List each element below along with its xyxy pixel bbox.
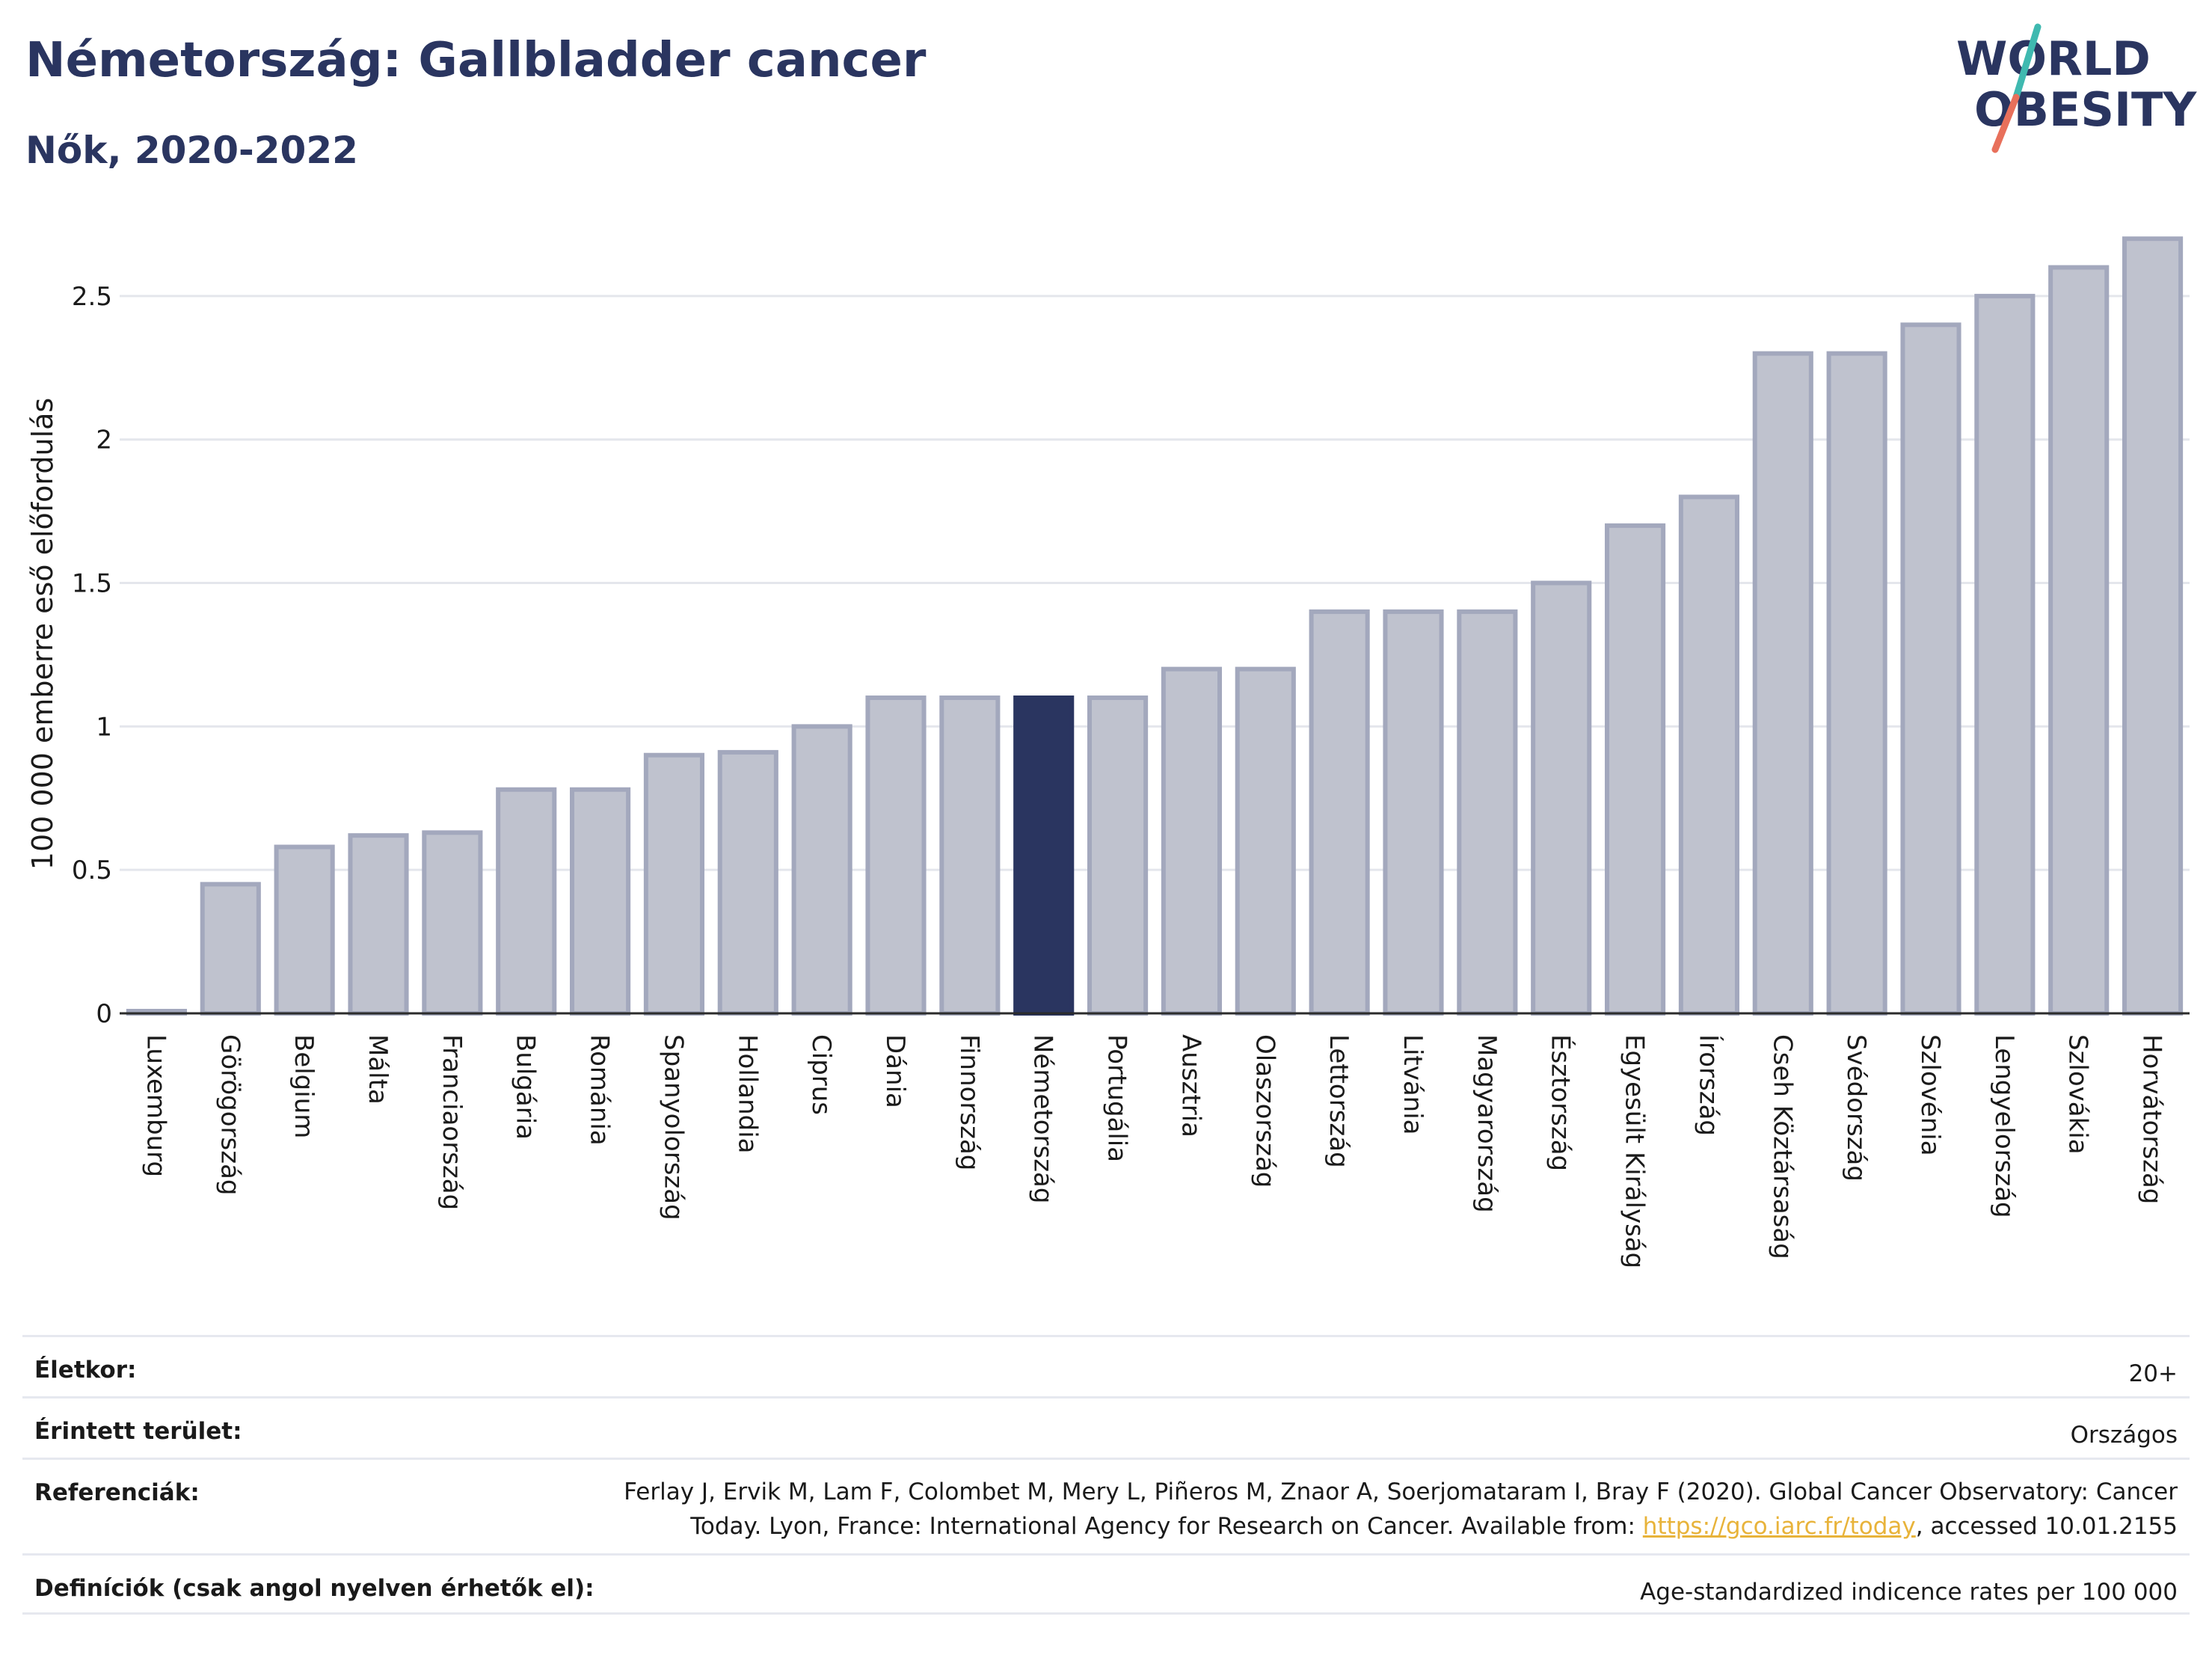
bar [1900,322,1961,1016]
info-row-references: Referenciák: Ferlay J, Ervik M, Lam F, C… [22,1458,2190,1553]
bar [1826,351,1887,1016]
y-axis-ticks: 0 0.5 1 1.5 2 2.5 [72,282,112,1029]
bar [1309,609,1370,1016]
bar [643,752,704,1016]
x-tick-label: Luxemburg [141,1034,170,1177]
bar [717,749,778,1016]
info-row-age: Életkor: 20+ [22,1335,2190,1396]
area-value: Országos [2070,1422,2178,1449]
references-value: Ferlay J, Ervik M, Lam F, Colombet M, Me… [622,1475,2178,1544]
x-axis-labels: Luxemburg Görögország Belgium Málta Franciao… [141,1034,2166,1268]
x-tick-label: Bulgária [511,1034,541,1140]
bar [865,696,927,1016]
logo-slash-teal [2012,23,2042,101]
bar [2048,265,2110,1016]
x-tick-label: Portugália [1102,1034,1132,1162]
y-tick-label: 0.5 [72,856,112,885]
bar [422,830,483,1016]
y-tick-label: 2.5 [72,282,112,312]
bar [1605,523,1666,1016]
x-tick-label: Cseh Köztársaság [1767,1034,1797,1259]
bars [126,236,2184,1016]
definitions-value: Age-standardized indicence rates per 100… [1640,1579,2178,1606]
bar [1752,351,1813,1016]
x-tick-label: Dánia [880,1034,910,1108]
x-tick-label: Észtország [1546,1034,1576,1171]
bar [1235,666,1296,1016]
x-tick-label: Ciprus [806,1034,836,1115]
y-axis-label: 100 000 emberre eső előfordulás [26,398,59,870]
bar [200,882,261,1016]
world-obesity-logo: WORLD OBESITY [1956,23,2197,153]
y-tick-label: 0 [96,999,112,1029]
bar [939,696,1001,1016]
x-tick-label: Románia [585,1034,615,1146]
bar [1087,696,1149,1016]
bar [1161,666,1222,1016]
x-tick-label: Egyesült Királyság [1620,1034,1650,1268]
references-label: Referenciák: [34,1479,200,1506]
bar [1678,494,1739,1016]
references-text: Ferlay J, Ervik M, Lam F, Colombet M, Me… [624,1479,2178,1540]
definitions-label: Definíciók (csak angol nyelven érhetők e… [34,1575,595,1602]
x-tick-label: Svédország [1841,1034,1871,1182]
age-label: Életkor: [34,1357,137,1384]
bar [791,724,852,1016]
age-value: 20+ [2128,1360,2178,1387]
x-tick-label: Franciaország [437,1034,467,1210]
bar [496,787,557,1016]
x-tick-label: Belgium [289,1034,319,1138]
x-tick-label: Ausztria [1176,1034,1205,1137]
bar [1531,580,1592,1016]
x-tick-label: Litvánia [1398,1034,1428,1135]
x-tick-label: Málta [363,1034,393,1105]
y-tick-label: 2 [96,426,112,455]
chart-title: Németország: Gallbladder cancer [25,33,927,88]
x-tick-label: Írország [1693,1034,1724,1136]
x-tick-label: Szlovákia [2063,1034,2093,1155]
x-tick-label: Lengyelország [1989,1034,2019,1218]
bar [1383,609,1444,1016]
x-tick-label: Lettország [1324,1034,1354,1168]
logo-slash-coral [1991,93,2020,153]
references-link[interactable]: https://gco.iarc.fr/today [1642,1513,1916,1540]
info-row-definitions: Definíciók (csak angol nyelven érhetők e… [22,1553,2190,1615]
bar [570,787,631,1016]
references-accessed: , accessed 10.01.2155 [1915,1513,2178,1540]
y-tick-label: 1 [96,712,112,742]
bar-chart: 0 0.5 1 1.5 2 2.5 Luxemburg Görögország Belgium… [26,236,2190,1268]
x-tick-label: Szlovénia [1915,1034,1945,1156]
bar [1013,696,1075,1016]
info-table: Életkor: 20+ Érintett terület: Országos … [22,1335,2190,1615]
x-tick-label: Görögország [215,1034,245,1196]
x-tick-label: Olaszország [1250,1034,1279,1188]
x-tick-label: Finnország [954,1034,984,1170]
bar [1457,609,1518,1016]
bar [348,833,409,1016]
logo-line1: WORLD [1956,31,2151,86]
x-tick-label: Horvátország [2137,1034,2167,1204]
area-label: Érintett terület: [34,1418,242,1445]
bar [274,844,335,1016]
info-row-area: Érintett terület: Országos [22,1396,2190,1458]
x-tick-label: Spanyolország [658,1034,688,1220]
x-tick-label: Németország [1028,1034,1058,1203]
bar [2122,236,2184,1016]
chart-subtitle: Nők, 2020-2022 [25,129,358,172]
y-tick-label: 1.5 [72,569,112,599]
x-tick-label: Hollandia [732,1034,762,1154]
x-tick-label: Magyarország [1472,1034,1502,1213]
bar [1974,293,2036,1016]
